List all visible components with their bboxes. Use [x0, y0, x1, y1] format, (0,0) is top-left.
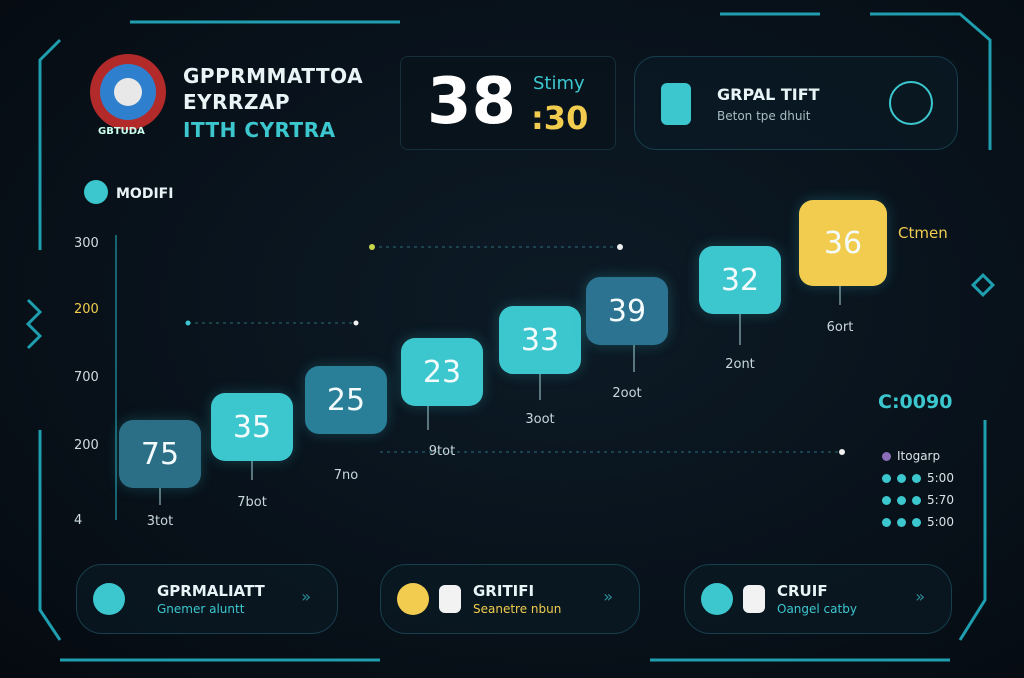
legend-text: 5:00	[927, 471, 954, 485]
legend-row: 5:00	[882, 515, 954, 529]
step-tile[interactable]: 75	[119, 420, 201, 488]
info-subtitle: Beton tpe dhuit	[717, 109, 811, 123]
timer-seconds: :30	[531, 99, 589, 137]
header-title: ITTH CYRTRA	[183, 118, 336, 142]
legend-dot	[882, 517, 891, 527]
legend-text: Itogarp	[897, 449, 941, 463]
timer-main: 38	[427, 65, 517, 139]
info-card: GRPAL TIFT Beton tpe dhuit	[634, 56, 958, 150]
action-button[interactable]: GPRMALIATT Gnemer aluntt »	[76, 564, 338, 634]
button-subtitle: Oangel catby	[777, 602, 857, 616]
legend-text: 5:00	[927, 515, 954, 529]
legend-dot	[912, 473, 921, 483]
legend-dot	[882, 495, 891, 505]
step-label: 9tot	[428, 444, 456, 459]
legend-row: 5:00	[882, 471, 954, 485]
button-icon	[439, 585, 461, 613]
button-subtitle: Seanetre nbun	[473, 602, 562, 616]
timer-card: 38 Stimy :30	[400, 56, 616, 150]
section-label: MODIFI	[116, 186, 174, 202]
button-chevron: »	[301, 587, 311, 606]
button-title: GRITIFI	[473, 582, 535, 600]
header-title: EYRRZAP	[183, 90, 291, 114]
legend-dot	[897, 473, 906, 483]
step-label: 6ort	[826, 320, 854, 335]
button-chevron: »	[603, 587, 613, 606]
legend-row: Itogarp	[882, 449, 940, 463]
info-icon	[661, 83, 691, 125]
step-label: 7bot	[237, 495, 267, 510]
step-label: 7no	[333, 468, 359, 483]
y-label: 200	[74, 438, 99, 453]
step-label: 2ont	[725, 357, 755, 372]
step-label: 3oot	[525, 412, 555, 427]
button-subtitle: Gnemer aluntt	[157, 602, 245, 616]
y-label: 300	[74, 236, 99, 251]
logo-text: GBTUDA	[98, 126, 145, 137]
header-title: GPPRMMATTOA	[183, 64, 364, 88]
step-tile[interactable]: 39	[586, 277, 668, 345]
button-icon	[701, 583, 733, 615]
legend-dot	[897, 517, 906, 527]
legend-dot	[882, 451, 891, 461]
step-tile[interactable]: 36	[799, 200, 887, 286]
legend-row: 5:70	[882, 493, 954, 507]
button-title: GPRMALIATT	[157, 582, 265, 600]
legend-dot	[912, 495, 921, 505]
legend-dot	[912, 517, 921, 527]
y-label: 700	[74, 370, 99, 385]
button-icon	[397, 583, 429, 615]
legend-text: 5:70	[927, 493, 954, 507]
callout: Ctmen	[898, 224, 948, 242]
y-label: 200	[74, 302, 99, 317]
info-title: GRPAL TIFT	[717, 85, 820, 104]
step-label: 2oot	[612, 386, 642, 401]
step-tile[interactable]: 25	[305, 366, 387, 434]
legend-title: C:0090	[878, 391, 953, 413]
section-icon	[84, 180, 108, 204]
step-tile[interactable]: 35	[211, 393, 293, 461]
button-icon	[93, 583, 125, 615]
step-tile[interactable]: 33	[499, 306, 581, 374]
legend-dot	[897, 495, 906, 505]
legend-dot	[882, 473, 891, 483]
timer-label: Stimy	[533, 73, 585, 94]
info-button[interactable]	[889, 81, 933, 125]
button-title: CRUIF	[777, 582, 828, 600]
button-icon	[743, 585, 765, 613]
button-chevron: »	[915, 587, 925, 606]
step-tile[interactable]: 32	[699, 246, 781, 314]
action-button[interactable]: CRUIF Oangel catby »	[684, 564, 952, 634]
y-label: 4	[74, 513, 83, 528]
step-label: 3tot	[146, 514, 174, 529]
step-tile[interactable]: 23	[401, 338, 483, 406]
action-button[interactable]: GRITIFI Seanetre nbun »	[380, 564, 640, 634]
